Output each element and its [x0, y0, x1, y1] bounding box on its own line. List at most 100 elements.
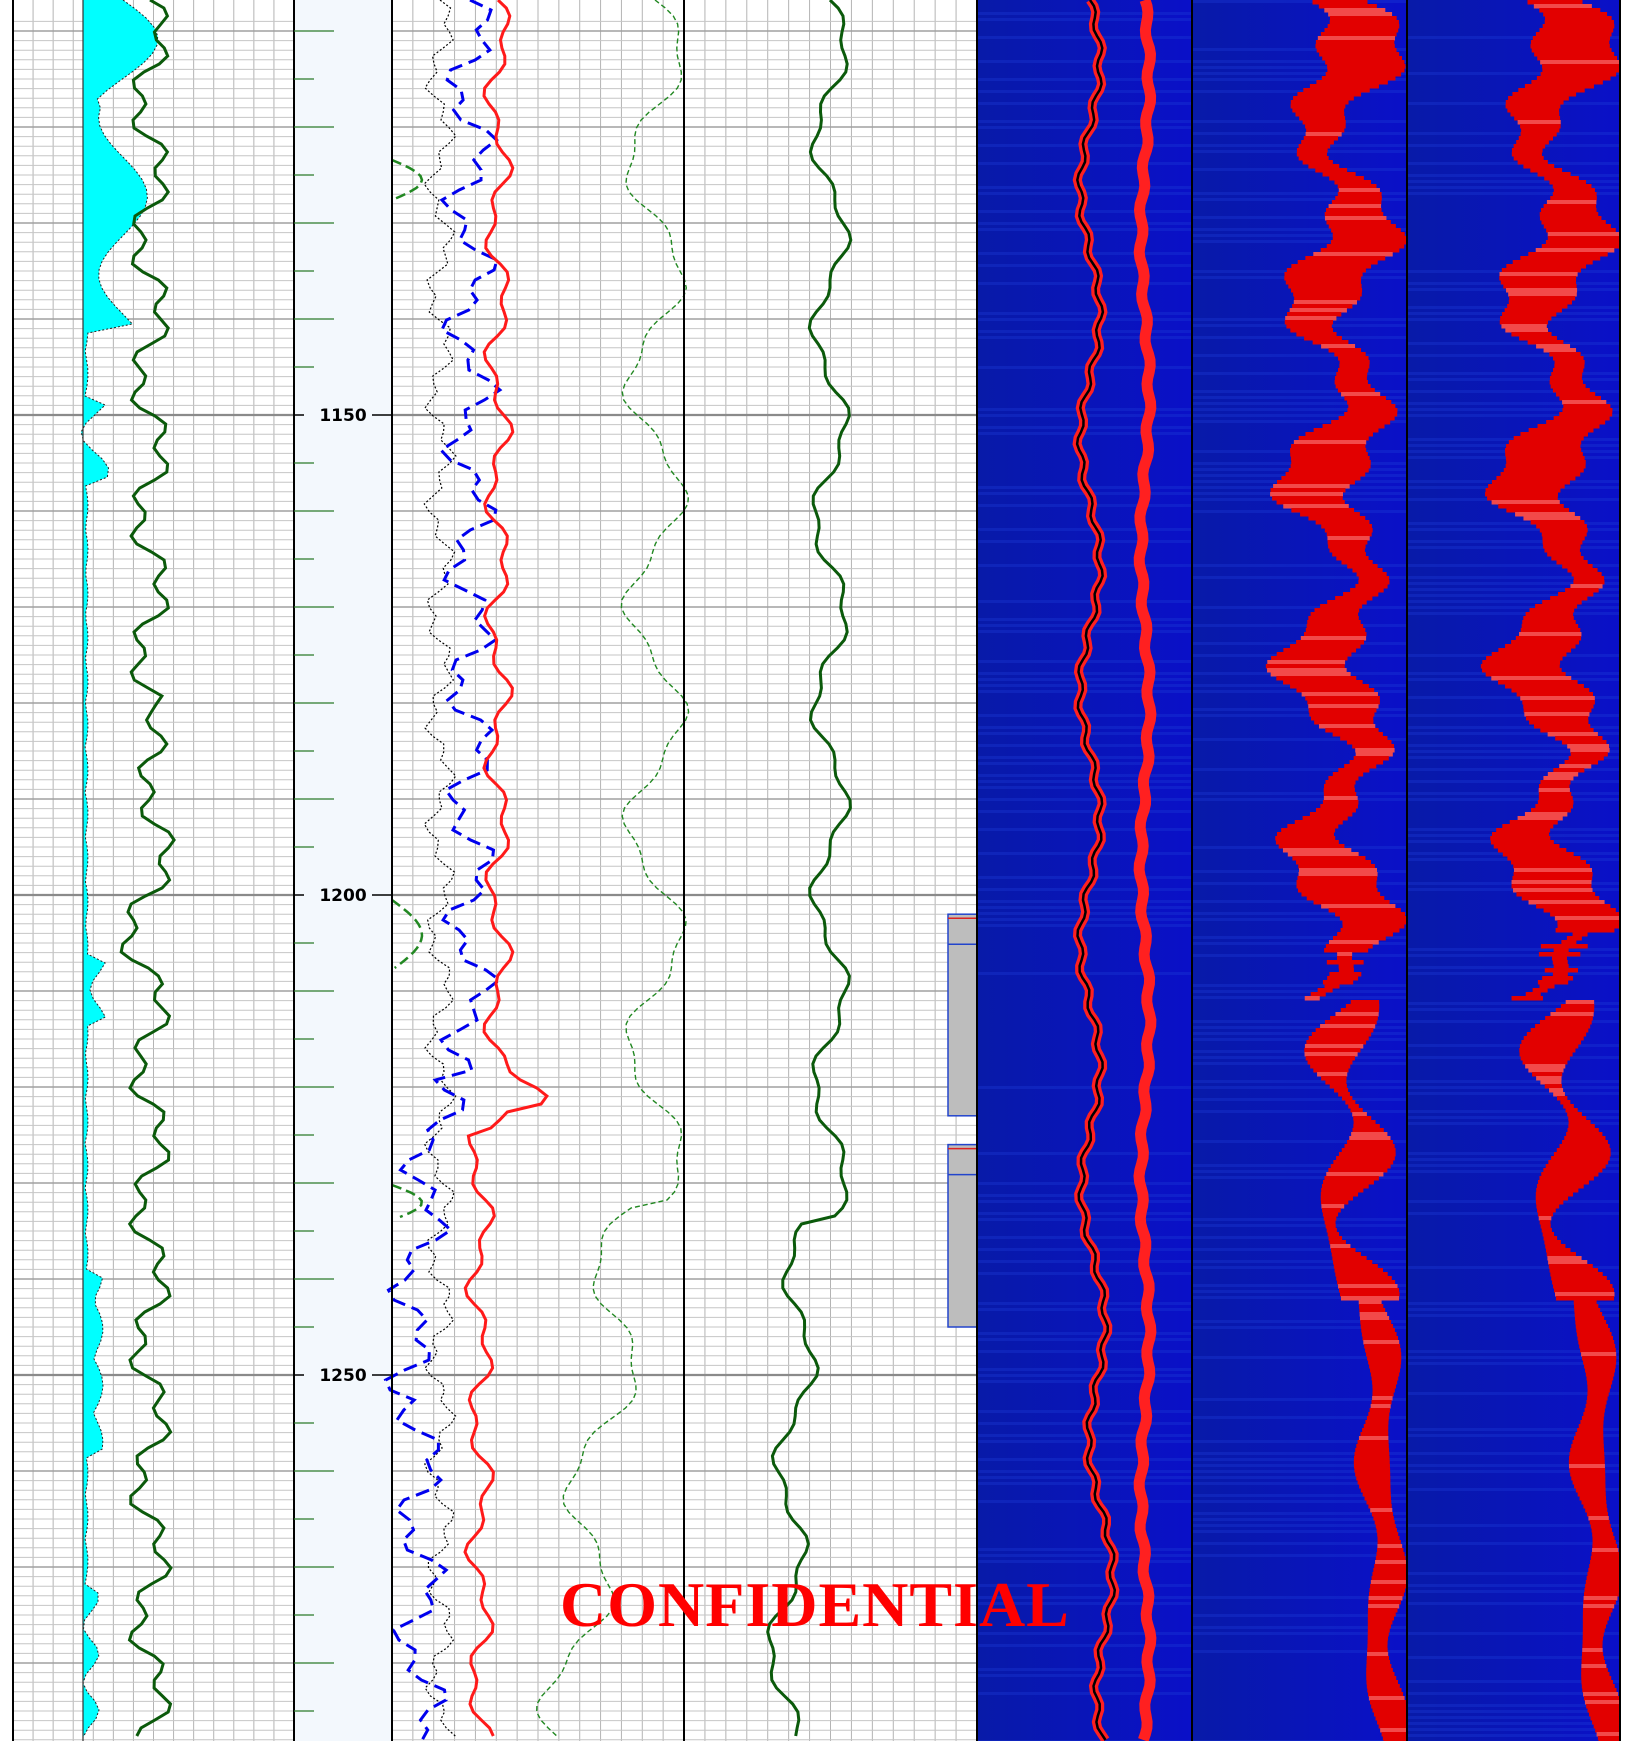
image-red-band — [1552, 192, 1597, 197]
image-red-band — [1339, 916, 1407, 921]
image-red-band — [1511, 332, 1552, 337]
image-red-band — [1535, 604, 1578, 609]
image-red-band — [1564, 760, 1599, 765]
image-red-band — [1538, 1216, 1552, 1221]
image-red-band — [1547, 1256, 1582, 1261]
image-red-band — [1535, 1024, 1591, 1029]
image-red-band — [1302, 160, 1333, 165]
image-red-band — [1532, 1072, 1563, 1077]
image-red-band — [1565, 1108, 1578, 1113]
image-red-band — [1500, 280, 1576, 285]
image-red-band — [1304, 336, 1342, 341]
image-red-band — [1373, 1516, 1394, 1521]
image-red-band — [1353, 756, 1389, 761]
image-red-band — [1499, 272, 1578, 277]
green-dashed-curve — [535, 0, 690, 1737]
image-red-band — [1536, 344, 1571, 349]
image-red-band — [1323, 1180, 1374, 1185]
image-red-band — [1313, 900, 1390, 905]
image-red-band — [1330, 1248, 1356, 1253]
image-red-band — [1373, 1568, 1407, 1573]
image-red-band — [1347, 408, 1398, 413]
image-red-band — [1498, 648, 1572, 653]
image-red-band — [1570, 1448, 1605, 1453]
image-streak — [977, 1692, 1192, 1695]
confidential-watermark: CONFIDENTIAL — [560, 1569, 1070, 1640]
image-red-band — [1543, 348, 1577, 353]
image-red-band — [1301, 692, 1378, 697]
image-red-band — [1329, 1084, 1347, 1089]
image-red-band — [1363, 1340, 1400, 1345]
image-red-band — [1536, 1184, 1584, 1189]
image-red-band — [1301, 892, 1381, 897]
image-red-band — [1556, 1148, 1611, 1153]
image-red-band — [1366, 1664, 1392, 1669]
image-red-band — [1290, 100, 1349, 105]
image-red-band — [1480, 664, 1560, 669]
image-red-band — [1325, 60, 1405, 65]
image-red-band — [1505, 100, 1564, 105]
image-red-band — [1545, 1244, 1566, 1249]
image-streak — [1192, 996, 1407, 999]
image-red-band — [1504, 308, 1562, 313]
core-box — [947, 1143, 978, 1328]
image-red-band — [1506, 444, 1581, 449]
image-red-band — [1326, 960, 1364, 965]
image-red-band — [1349, 760, 1384, 765]
image-red-band — [1549, 380, 1583, 385]
image-streak — [1192, 1440, 1407, 1443]
image-red-band — [1297, 260, 1378, 265]
image-red-band — [1324, 1020, 1377, 1025]
image-red-band — [1522, 620, 1576, 625]
image-red-band — [1520, 124, 1561, 129]
image-red-band — [1324, 8, 1386, 13]
image-red-band — [1542, 976, 1574, 981]
image-red-band — [1352, 1128, 1384, 1133]
image-red-band — [1309, 84, 1379, 89]
image-streak — [1407, 1314, 1620, 1317]
image-red-band — [1556, 392, 1596, 397]
image-red-band — [1513, 864, 1590, 869]
image-red-band — [1524, 84, 1594, 89]
image-red-band — [1583, 1592, 1619, 1597]
image-red-band — [1552, 184, 1592, 189]
image-red-band — [1585, 1580, 1620, 1585]
image-red-band — [1490, 836, 1551, 841]
image-red-band — [1354, 1456, 1390, 1461]
image-red-band — [1507, 856, 1581, 861]
image-red-band — [1522, 1060, 1568, 1065]
image-red-band — [1318, 4, 1377, 9]
image-red-band — [1288, 284, 1362, 289]
image-red-band — [1293, 96, 1354, 101]
image-red-band — [1377, 1536, 1400, 1541]
image-red-band — [1585, 1508, 1608, 1513]
image-streak — [1407, 1722, 1620, 1725]
image-streak — [977, 600, 1192, 603]
image-red-band — [1549, 1088, 1564, 1093]
image-red-band — [1530, 44, 1610, 49]
image-red-band — [1540, 72, 1617, 77]
image-red-band — [1544, 176, 1579, 181]
image-streak — [1407, 372, 1620, 375]
image-red-band — [1511, 148, 1543, 153]
image-red-band — [1360, 1324, 1394, 1329]
image-red-band — [1550, 196, 1597, 201]
image-red-band — [1525, 716, 1589, 721]
image-red-band — [1377, 1720, 1407, 1725]
image-red-band — [1368, 1412, 1390, 1417]
image-streak — [1192, 168, 1407, 171]
image-red-band — [1367, 1612, 1396, 1617]
image-red-band — [1508, 96, 1569, 101]
image-streak — [1407, 1080, 1620, 1083]
image-red-band — [1554, 1288, 1615, 1293]
image-red-band — [1376, 1552, 1405, 1557]
image-streak — [977, 1260, 1192, 1263]
image-red-band — [1360, 1488, 1391, 1493]
image-red-band — [1377, 1548, 1404, 1553]
image-red-band — [1553, 768, 1585, 773]
image-red-band — [1342, 920, 1407, 925]
image-red-band — [1533, 724, 1591, 729]
image-red-band — [1340, 1008, 1380, 1013]
image-red-band — [1372, 1396, 1393, 1401]
image-streak — [1192, 1038, 1407, 1041]
